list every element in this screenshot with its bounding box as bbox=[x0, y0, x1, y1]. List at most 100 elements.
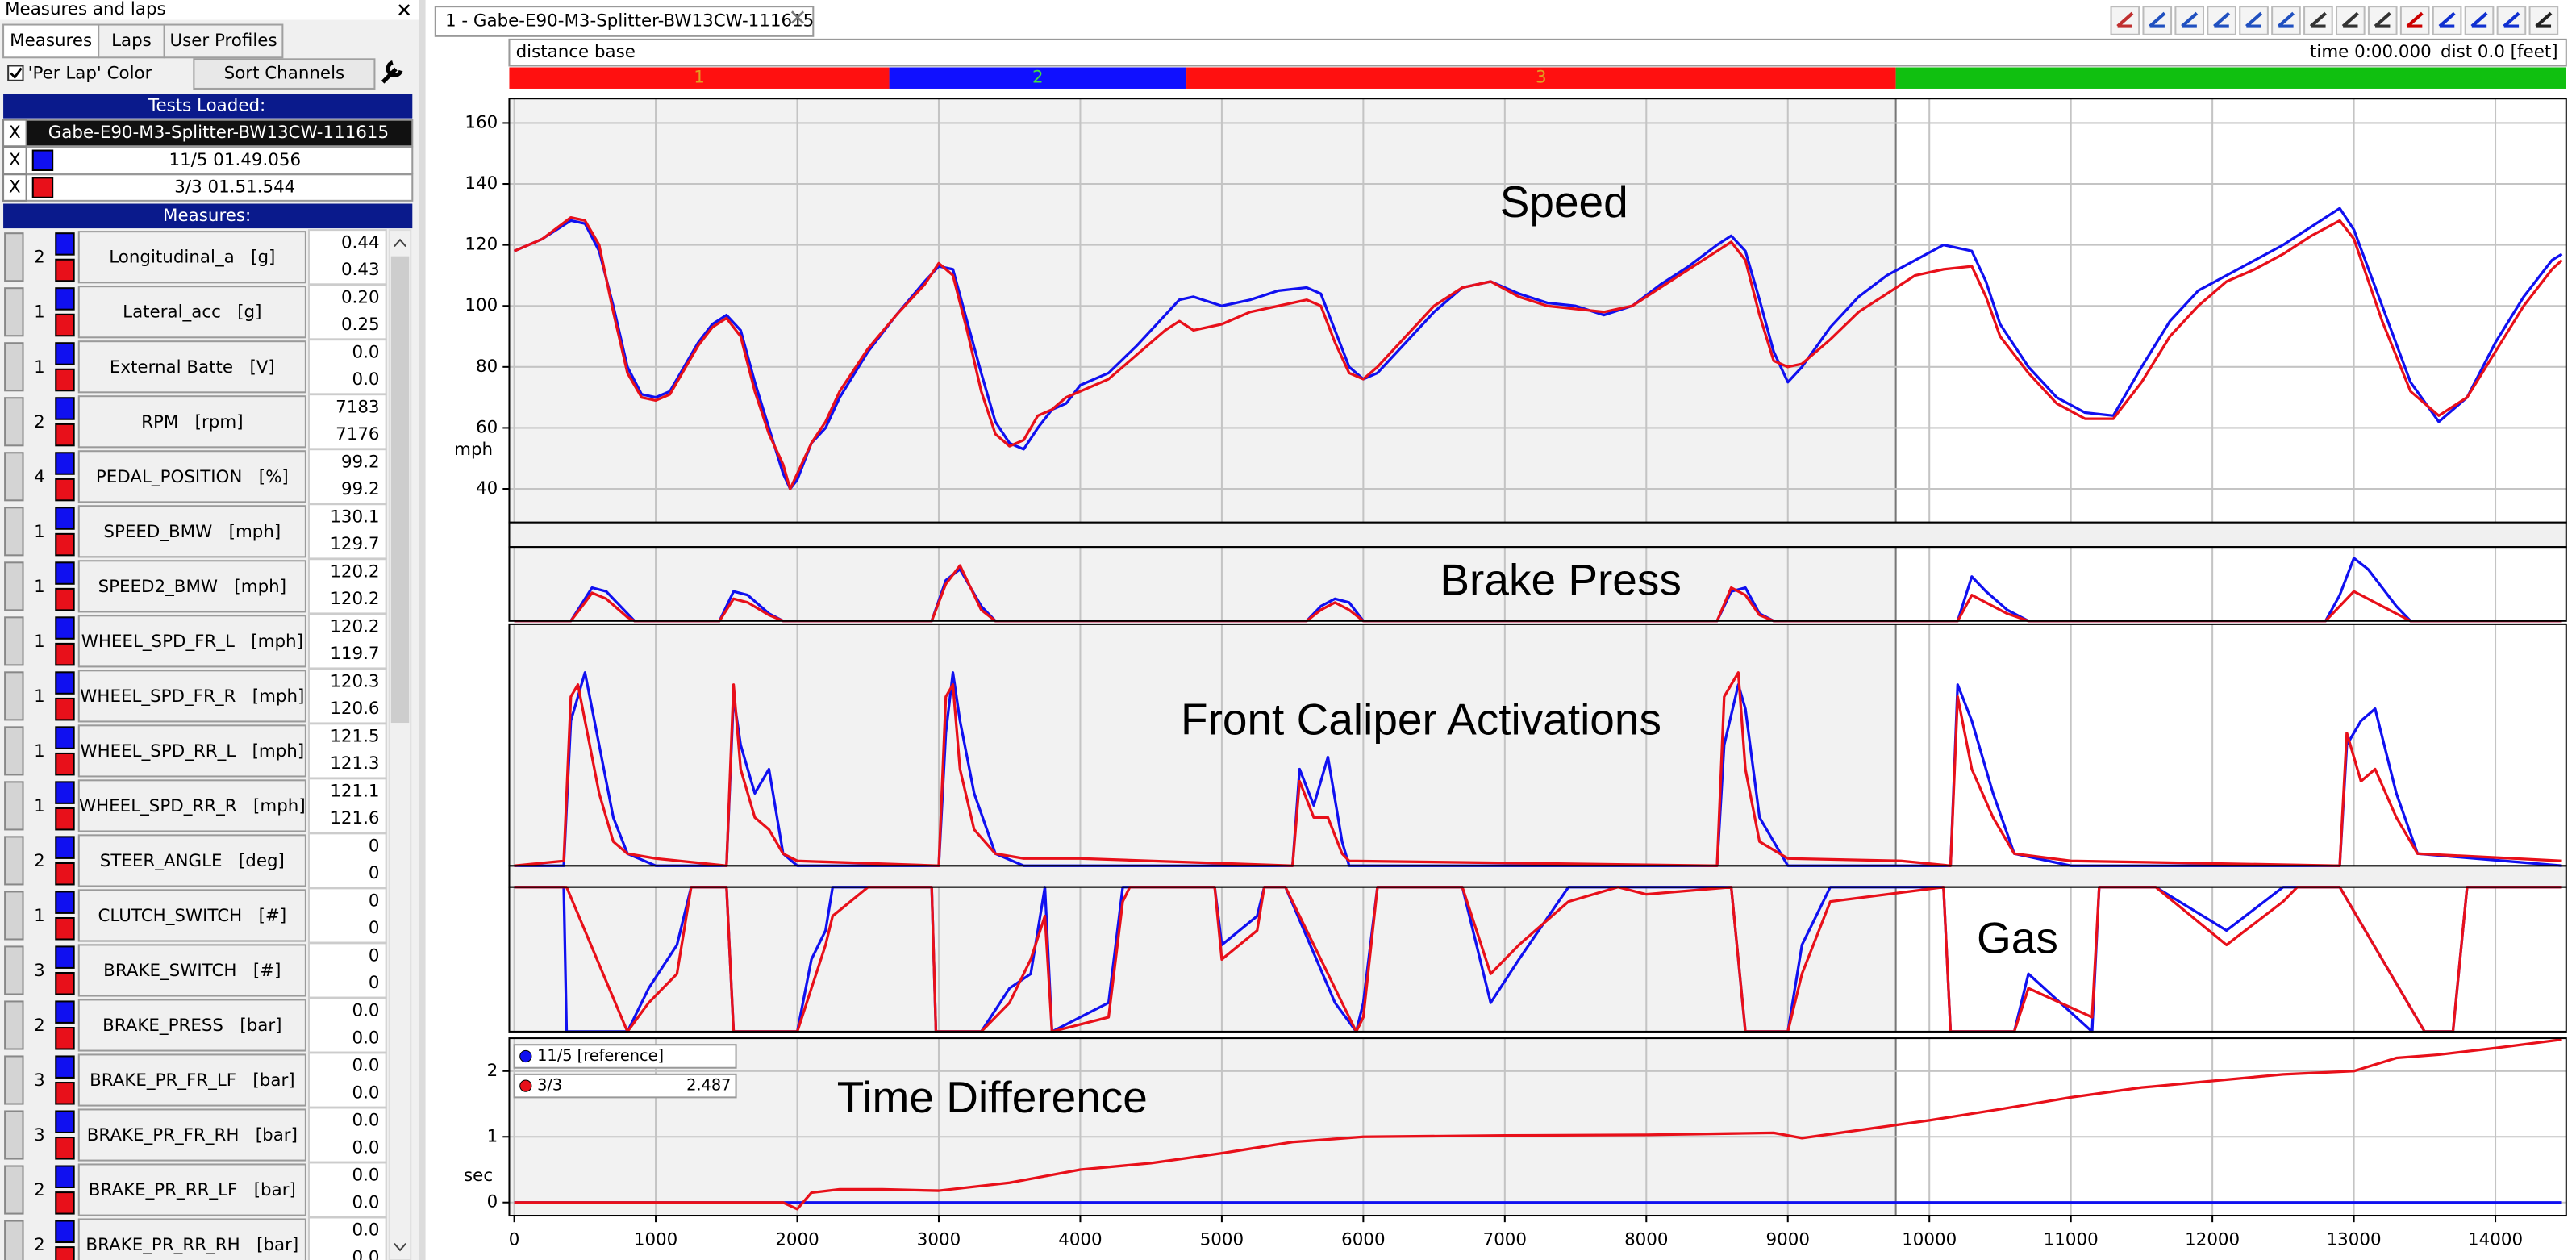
x-tick-label: 2000 bbox=[775, 1230, 819, 1250]
value-cell bbox=[307, 394, 387, 450]
measure-button[interactable] bbox=[77, 944, 306, 997]
measure-button[interactable] bbox=[77, 1218, 306, 1260]
row-handle bbox=[4, 561, 24, 611]
test-row[interactable] bbox=[2, 119, 414, 148]
row-handle bbox=[4, 616, 24, 666]
measure-count: 2 bbox=[34, 1235, 45, 1255]
color-swatch bbox=[55, 342, 75, 365]
measure-name: SPEED_BMW [mph] bbox=[103, 522, 281, 542]
toolbar-button[interactable] bbox=[2335, 6, 2366, 35]
segment[interactable] bbox=[1186, 67, 1896, 89]
doc-tab[interactable] bbox=[434, 6, 815, 37]
measure-button[interactable] bbox=[77, 231, 306, 284]
segment-label: 3 bbox=[1536, 68, 1547, 88]
row-handle bbox=[4, 726, 24, 776]
close-button[interactable] bbox=[398, 4, 411, 16]
measure-value: 0.0 bbox=[352, 1192, 380, 1212]
tab[interactable] bbox=[2, 23, 100, 59]
measure-button[interactable] bbox=[77, 450, 306, 503]
color-swatch bbox=[55, 1082, 75, 1105]
scroll-thumb[interactable] bbox=[390, 256, 410, 724]
measure-button[interactable] bbox=[77, 505, 306, 558]
sort-button-label: Sort Channels bbox=[224, 64, 345, 84]
color-swatch bbox=[55, 313, 75, 337]
measure-button[interactable] bbox=[77, 834, 306, 887]
measure-count: 2 bbox=[34, 248, 45, 268]
color-swatch bbox=[55, 1000, 75, 1024]
legend-entry bbox=[513, 1073, 737, 1099]
color-swatch bbox=[55, 1191, 75, 1215]
x-tick-label: 3000 bbox=[917, 1230, 961, 1250]
color-swatch bbox=[55, 1246, 75, 1260]
test-row[interactable] bbox=[2, 173, 414, 202]
measure-button[interactable] bbox=[77, 724, 306, 778]
segment[interactable] bbox=[889, 67, 1187, 89]
lap-region bbox=[509, 98, 1896, 523]
y-tick-label: 80 bbox=[476, 357, 498, 377]
x-tick-label: 11000 bbox=[2044, 1230, 2099, 1250]
y-tick-label: 60 bbox=[476, 417, 498, 437]
measure-count: 2 bbox=[34, 851, 45, 871]
tab[interactable] bbox=[163, 23, 284, 59]
plot-frame bbox=[508, 1037, 2567, 1217]
measure-count: 1 bbox=[34, 686, 45, 707]
measure-button[interactable] bbox=[77, 1053, 306, 1107]
color-swatch bbox=[55, 616, 75, 640]
measure-count: 1 bbox=[34, 302, 45, 323]
test-row[interactable] bbox=[2, 146, 414, 175]
measure-value: 0.25 bbox=[341, 315, 380, 335]
lap-region bbox=[509, 1038, 1896, 1216]
value-cell bbox=[307, 449, 387, 505]
toolbar-icon bbox=[2149, 11, 2166, 28]
measure-button[interactable] bbox=[77, 889, 306, 942]
measure-name: PEDAL_POSITION [%] bbox=[96, 467, 289, 487]
value-cell bbox=[307, 942, 387, 999]
measure-count: 2 bbox=[34, 1016, 45, 1036]
measure-value: 120.6 bbox=[330, 699, 379, 719]
wrench-icon[interactable] bbox=[381, 60, 403, 84]
toolbar-icon bbox=[2470, 11, 2488, 28]
segment[interactable] bbox=[509, 67, 890, 89]
color-swatch bbox=[55, 1110, 75, 1133]
tab[interactable] bbox=[98, 23, 165, 59]
remove-box[interactable] bbox=[2, 119, 27, 148]
time-label: time 0:00.000 bbox=[2310, 42, 2432, 62]
measure-button[interactable] bbox=[77, 615, 306, 668]
color-swatch bbox=[55, 1027, 75, 1050]
segment[interactable] bbox=[1895, 67, 2566, 89]
measure-button[interactable] bbox=[77, 286, 306, 339]
legend-marker bbox=[519, 1049, 532, 1063]
measure-count: 3 bbox=[34, 961, 45, 981]
measure-button[interactable] bbox=[77, 1163, 306, 1216]
measure-button[interactable] bbox=[77, 560, 306, 613]
measure-button[interactable] bbox=[77, 340, 306, 394]
series-line bbox=[514, 1038, 2562, 1211]
checkbox-label: 'Per Lap' Color bbox=[28, 64, 152, 84]
sort-button[interactable] bbox=[193, 58, 376, 90]
color-swatch bbox=[55, 752, 75, 776]
measure-value: 0.0 bbox=[352, 369, 380, 390]
measure-count: 2 bbox=[34, 1180, 45, 1200]
color-swatch bbox=[55, 697, 75, 721]
measure-button[interactable] bbox=[77, 999, 306, 1052]
measure-button[interactable] bbox=[77, 395, 306, 449]
measure-name: WHEEL_SPD_RR_R [mph] bbox=[79, 796, 306, 816]
doc-tab-close[interactable] bbox=[790, 10, 805, 24]
measure-count: 4 bbox=[34, 467, 45, 487]
measure-button[interactable] bbox=[77, 670, 306, 723]
toolbar-button[interactable] bbox=[2110, 6, 2140, 35]
legend-label: 3/3 bbox=[537, 1076, 562, 1095]
measure-value: 0.0 bbox=[352, 1028, 380, 1048]
measure-value: 7183 bbox=[336, 397, 379, 417]
measure-button[interactable] bbox=[77, 1108, 306, 1162]
row-handle bbox=[4, 397, 24, 447]
remove-label: X bbox=[9, 150, 21, 170]
remove-box[interactable] bbox=[2, 146, 27, 175]
y-tick-label: 0 bbox=[487, 1192, 498, 1212]
measure-value: 130.1 bbox=[330, 507, 379, 528]
chart-title: Time Difference bbox=[837, 1072, 1148, 1122]
row-handle bbox=[4, 1220, 24, 1260]
remove-box[interactable] bbox=[2, 173, 27, 202]
measure-button[interactable] bbox=[77, 779, 306, 832]
row-handle bbox=[4, 452, 24, 502]
